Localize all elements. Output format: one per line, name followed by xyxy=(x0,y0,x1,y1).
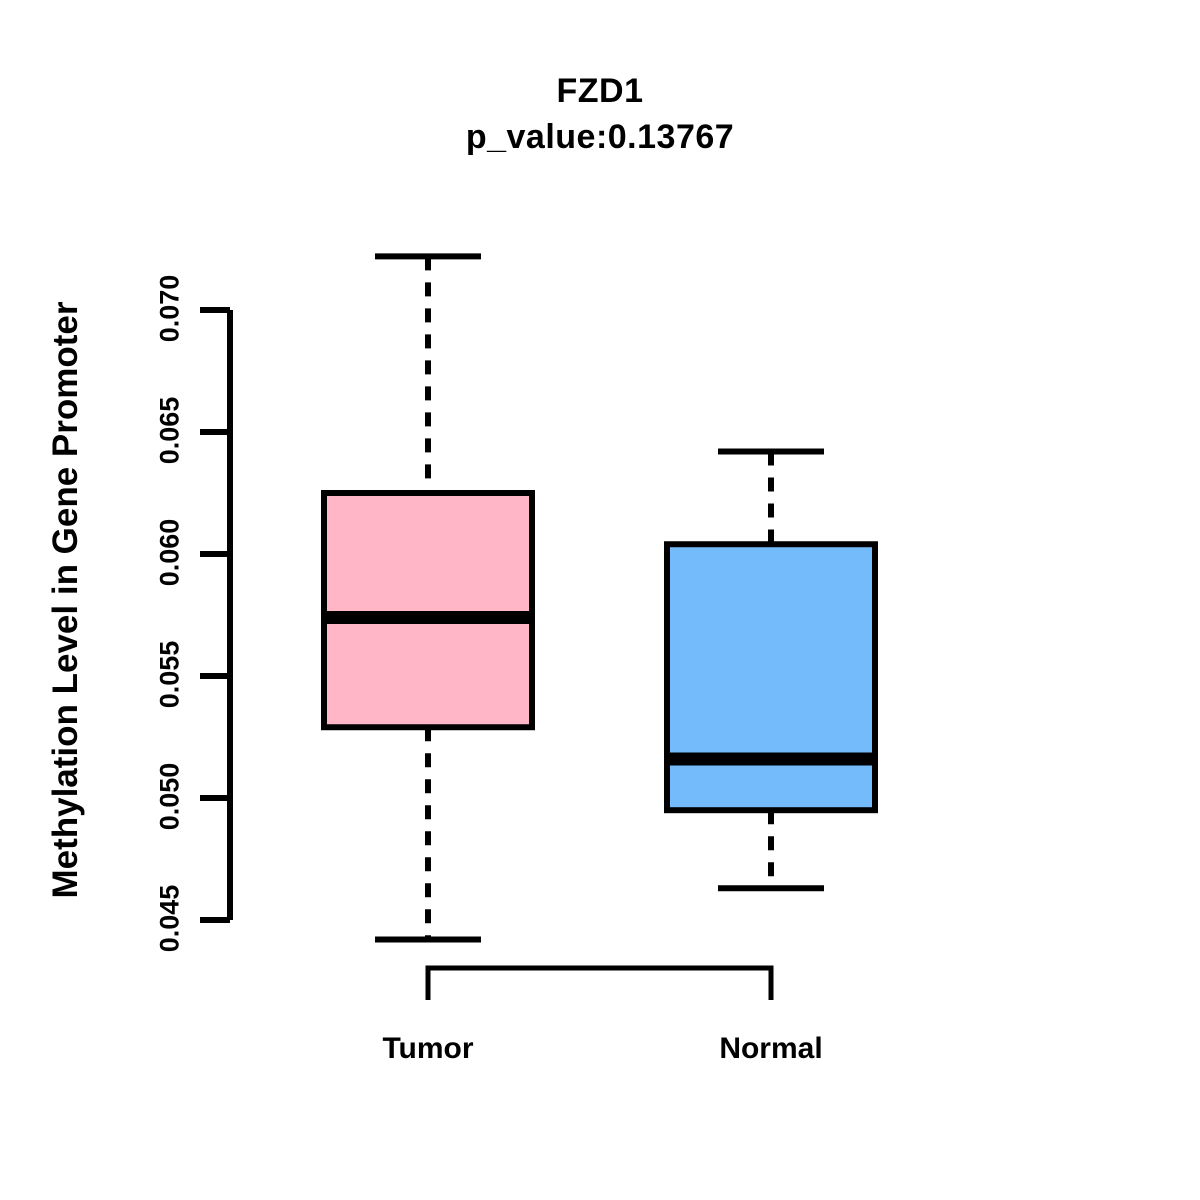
boxplot-normal xyxy=(664,448,878,892)
y-tick-label-5: 0.070 xyxy=(154,274,185,343)
boxes-layer xyxy=(321,253,878,943)
x-tick-label-normal: Normal xyxy=(719,1032,823,1065)
axes-layer xyxy=(200,307,774,1000)
box-body[interactable] xyxy=(321,490,535,731)
x-tick-label-tumor: Tumor xyxy=(382,1032,474,1065)
box-body[interactable] xyxy=(664,541,878,814)
boxplot-tumor xyxy=(321,253,535,943)
x-axis-bracket xyxy=(425,965,774,1000)
